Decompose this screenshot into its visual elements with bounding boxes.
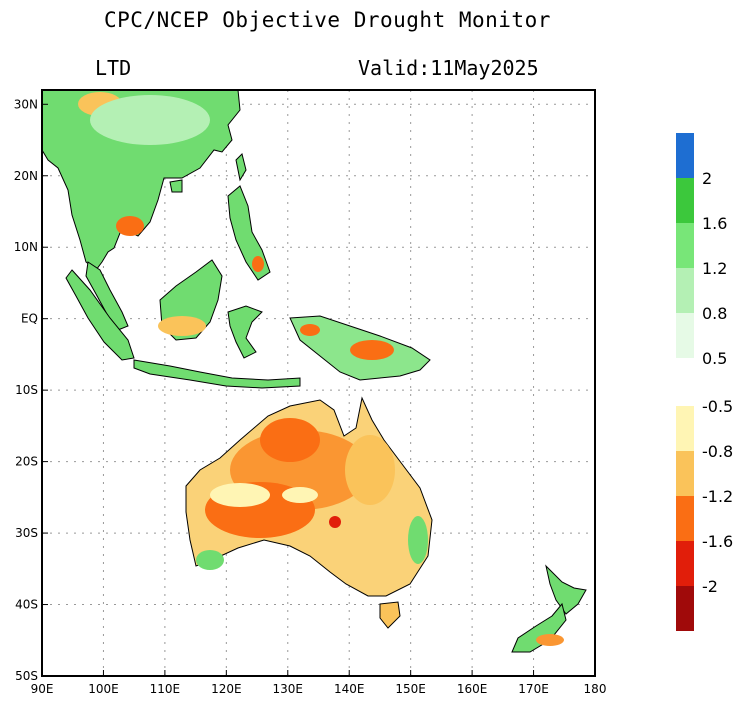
lon-tick-label: 150E (395, 682, 426, 696)
lat-tick-label: 40S (15, 598, 38, 612)
map-title: CPC/NCEP Objective Drought Monitor (104, 8, 551, 32)
lat-tick-label: 10N (14, 240, 38, 254)
dry-patch (350, 340, 394, 360)
dry-colorbar-label: -0.5 (702, 397, 733, 416)
lat-tick-label: 30S (15, 526, 38, 540)
land-tasmania (379, 601, 401, 629)
wet-patch (90, 95, 210, 145)
land-areas (41, 89, 587, 653)
dry-patch (300, 324, 320, 336)
lat-tick-label: EQ (21, 312, 38, 326)
dry-patch (252, 256, 264, 272)
dry-patch (116, 216, 144, 236)
dry-colorbar-swatch (676, 586, 694, 631)
land-sumatra (65, 269, 135, 361)
lon-tick-label: 90E (31, 682, 54, 696)
wet-patch (408, 516, 428, 564)
lon-tick-label: 120E (211, 682, 242, 696)
index-label: LTD (95, 56, 132, 80)
dry-colorbar-label: -1.6 (702, 532, 733, 551)
dry-patch (536, 634, 564, 646)
wet-colorbar-swatch (676, 133, 694, 178)
lon-tick-label: 110E (150, 682, 181, 696)
dry-patch (345, 435, 395, 505)
land-taiwan (235, 153, 247, 182)
latitude-ticks: 50S 40S 30S 20S 10S EQ 10N 20N 30N (14, 97, 48, 683)
lat-tick-label: 30N (14, 97, 38, 111)
dry-patch (260, 418, 320, 462)
dry-patch (329, 516, 341, 528)
wet-colorbar-label: 0.5 (702, 349, 727, 368)
map-frame (41, 89, 596, 677)
dry-colorbar-label: -1.2 (702, 487, 733, 506)
lon-tick-label: 100E (88, 682, 119, 696)
lat-tick-label: 20S (15, 455, 38, 469)
lon-tick-label: 180 (584, 682, 607, 696)
wet-colorbar-swatch (676, 313, 694, 358)
lat-tick-label: 20N (14, 169, 38, 183)
dry-patch (282, 487, 318, 503)
dry-colorbar-label: -2 (702, 577, 718, 596)
wet-colorbar-swatch (676, 178, 694, 223)
wet-colorbar-swatch (676, 223, 694, 268)
dry-colorbar-swatch (676, 541, 694, 586)
land-nz-north (545, 564, 587, 615)
colorbar-wet: 0.5 0.8 1.2 1.6 2 (676, 133, 727, 368)
wet-colorbar-label: 0.8 (702, 304, 727, 323)
wet-colorbar-swatch (676, 268, 694, 313)
lon-tick-label: 170E (518, 682, 549, 696)
lat-tick-label: 10S (15, 383, 38, 397)
drought-patches (78, 92, 564, 646)
longitude-ticks: 90E 100E 110E 120E 130E 140E 150E 160E 170E 180 (31, 670, 607, 696)
wet-colorbar-label: 1.6 (702, 214, 727, 233)
colorbar-dry: -0.5 -0.8 -1.2 -1.6 -2 (676, 397, 733, 631)
dry-colorbar-label: -0.8 (702, 442, 733, 461)
land-malay-peninsula (85, 261, 129, 331)
land-nz-south (511, 602, 567, 653)
lon-tick-label: 160E (457, 682, 488, 696)
land-sulawesi (227, 305, 263, 359)
lat-tick-label: 50S (15, 669, 38, 683)
dry-patch (210, 483, 270, 507)
dry-colorbar-swatch (676, 496, 694, 541)
wet-colorbar-label: 1.2 (702, 259, 727, 278)
land-java (133, 359, 301, 389)
dry-colorbar-swatch (676, 451, 694, 496)
land-hainan (169, 179, 183, 193)
lon-tick-label: 140E (334, 682, 365, 696)
dry-colorbar-swatch (676, 406, 694, 451)
wet-colorbar-label: 2 (702, 169, 712, 188)
wet-patch (196, 550, 224, 570)
lon-tick-label: 130E (273, 682, 304, 696)
valid-date: Valid:11May2025 (358, 56, 539, 80)
dry-patch (158, 316, 206, 336)
